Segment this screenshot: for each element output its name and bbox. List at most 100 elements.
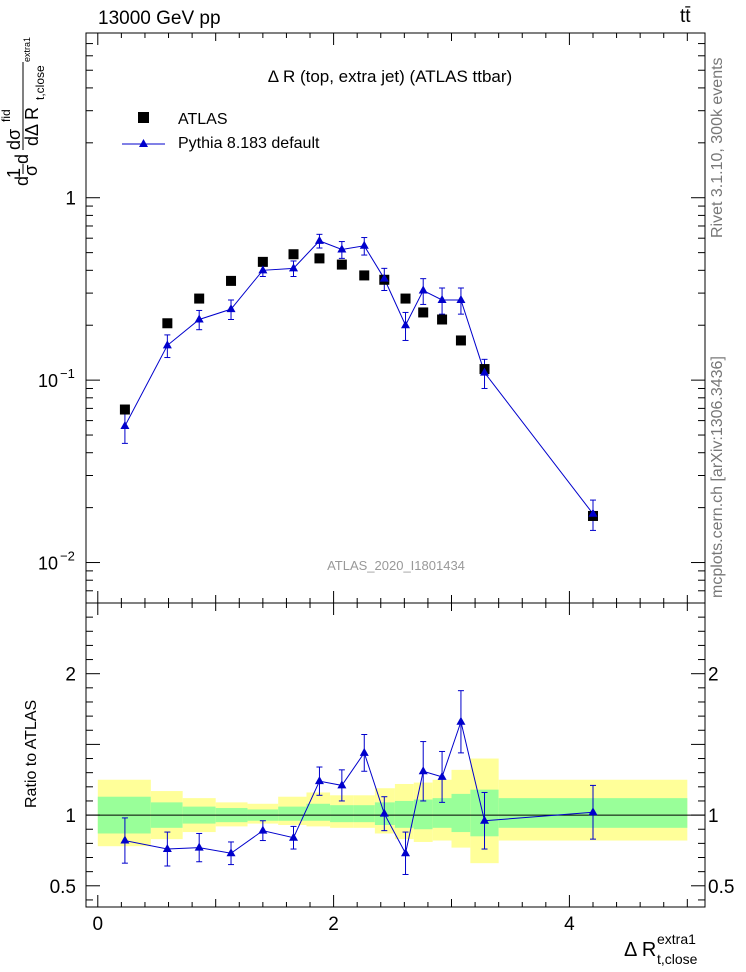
chart-title: Δ R (top, extra jet) (ATLAS ttbar) bbox=[268, 67, 512, 86]
pythia-data-point bbox=[289, 263, 299, 272]
ratio-data-point bbox=[226, 848, 236, 857]
x-label-sub: t,close bbox=[657, 951, 698, 967]
ratio-y-tick-label-left: 1 bbox=[65, 806, 76, 827]
pythia-data-point bbox=[337, 244, 347, 253]
atlas-data-point bbox=[314, 253, 325, 264]
header-final-state: tt̄ bbox=[680, 6, 691, 27]
pythia-data-point bbox=[162, 340, 172, 349]
legend: ATLAS Pythia 8.183 default bbox=[122, 111, 320, 152]
legend-pythia-marker bbox=[139, 139, 148, 147]
main-series bbox=[119, 233, 598, 531]
green-band-segment bbox=[353, 805, 375, 823]
green-band-segment bbox=[432, 798, 452, 828]
ratio-y-tick-label-left: 2 bbox=[65, 665, 76, 686]
ratio-data-point bbox=[289, 832, 299, 841]
x-axis-label: Δ R extra1 t,close bbox=[624, 931, 698, 967]
pythia-data-point bbox=[437, 294, 447, 303]
pythia-data-point bbox=[314, 235, 324, 244]
legend-atlas-label: ATLAS bbox=[178, 111, 228, 128]
ratio-y-tick-label-left: 0.5 bbox=[50, 877, 76, 898]
atlas-data-point bbox=[437, 314, 448, 325]
y-tick-label: 1 bbox=[65, 189, 76, 210]
atlas-data-point bbox=[162, 318, 173, 329]
x-tick-label: 4 bbox=[564, 914, 575, 935]
pythia-data-point bbox=[480, 367, 490, 376]
ratio-data-point bbox=[379, 808, 389, 817]
x-label-prefix: Δ R bbox=[624, 939, 656, 961]
y-label-d2: d bbox=[12, 154, 32, 164]
y-label-ddeltar: dΔ R bbox=[22, 107, 42, 146]
ratio-data-point bbox=[401, 848, 411, 857]
green-band-segment bbox=[306, 803, 331, 821]
ratio-y-tick-label-right: 0.5 bbox=[708, 877, 734, 898]
ratio-y-tick-label-right: 2 bbox=[708, 665, 719, 686]
atlas-data-point bbox=[336, 259, 347, 270]
ratio-data-point bbox=[314, 776, 324, 785]
pythia-data-point bbox=[418, 285, 428, 294]
ratio-data-point bbox=[437, 771, 447, 780]
ratio-data-point bbox=[456, 716, 466, 725]
y-axis-label: d 1 σ d dσ fid dΔ R t,close extra1 bbox=[0, 37, 47, 186]
pythia-data-point bbox=[120, 421, 130, 430]
y-label-d1: d bbox=[12, 176, 32, 186]
ratio-bands bbox=[97, 758, 688, 864]
analysis-id: ATLAS_2020_I1801434 bbox=[327, 558, 465, 573]
ratio-data-point bbox=[588, 807, 598, 816]
ratio-data-point bbox=[337, 780, 347, 789]
y-tick-label-exp: −2 bbox=[60, 549, 75, 564]
pythia-data-point bbox=[401, 320, 411, 329]
pythia-data-point bbox=[226, 304, 236, 313]
atlas-data-point bbox=[226, 275, 237, 286]
legend-atlas-marker bbox=[138, 112, 149, 123]
ratio-data-point bbox=[162, 844, 172, 853]
y-label-one: 1 bbox=[4, 168, 24, 178]
green-band-segment bbox=[413, 799, 433, 830]
y-label-sigma: σ bbox=[21, 165, 41, 176]
atlas-data-point bbox=[119, 404, 130, 415]
ratio-line bbox=[124, 719, 594, 855]
green-band-segment bbox=[278, 806, 307, 821]
y-tick-label-exp: −1 bbox=[60, 366, 75, 381]
green-band-segment bbox=[394, 800, 414, 828]
x-tick-label: 2 bbox=[328, 914, 339, 935]
y-tick-label-base: 10 bbox=[38, 371, 58, 391]
atlas-data-point bbox=[288, 249, 299, 260]
ratio-data-point bbox=[258, 825, 268, 834]
ratio-y-axis-label: Ratio to ATLAS bbox=[23, 700, 40, 808]
pythia-line bbox=[124, 240, 594, 515]
ratio-y-tick-label-right: 1 bbox=[708, 806, 719, 827]
pythia-data-point bbox=[588, 508, 598, 517]
green-band-segment bbox=[451, 793, 471, 833]
y-label-sub: t,close bbox=[33, 65, 47, 100]
pythia-data-point bbox=[258, 265, 268, 274]
ratio-data-point bbox=[480, 815, 490, 824]
ratio-data-point bbox=[194, 842, 204, 851]
y-label-sup: extra1 bbox=[22, 37, 32, 62]
legend-pythia-label: Pythia 8.183 default bbox=[178, 135, 320, 152]
atlas-data-point bbox=[257, 256, 268, 267]
pythia-data-point bbox=[194, 314, 204, 323]
ratio-data-point bbox=[359, 747, 369, 756]
atlas-data-point bbox=[194, 293, 205, 304]
atlas-data-point bbox=[418, 307, 429, 318]
rivet-version-text: Rivet 3.1.10, 300k events bbox=[709, 57, 726, 238]
pythia-data-point bbox=[359, 240, 369, 249]
x-tick-label: 0 bbox=[93, 914, 104, 935]
atlas-data-point bbox=[359, 270, 370, 281]
ratio-series bbox=[120, 690, 598, 875]
pythia-data-point bbox=[379, 273, 389, 282]
ratio-panel-frame bbox=[85, 602, 706, 908]
y-label-fid: fid bbox=[0, 109, 13, 122]
y-tick-label-base: 10 bbox=[38, 554, 58, 574]
y-label-dsigma: dσ bbox=[4, 129, 24, 150]
ratio-data-point bbox=[120, 835, 130, 844]
ratio-data-point bbox=[418, 766, 428, 775]
green-band-segment bbox=[330, 805, 354, 823]
header-process: 13000 GeV pp bbox=[98, 8, 221, 29]
pythia-data-point bbox=[456, 294, 466, 303]
atlas-data-point bbox=[400, 293, 411, 304]
atlas-data-point bbox=[455, 335, 466, 346]
mcplots-reference-text: mcplots.cern.ch [arXiv:1306.3436] bbox=[709, 356, 726, 598]
